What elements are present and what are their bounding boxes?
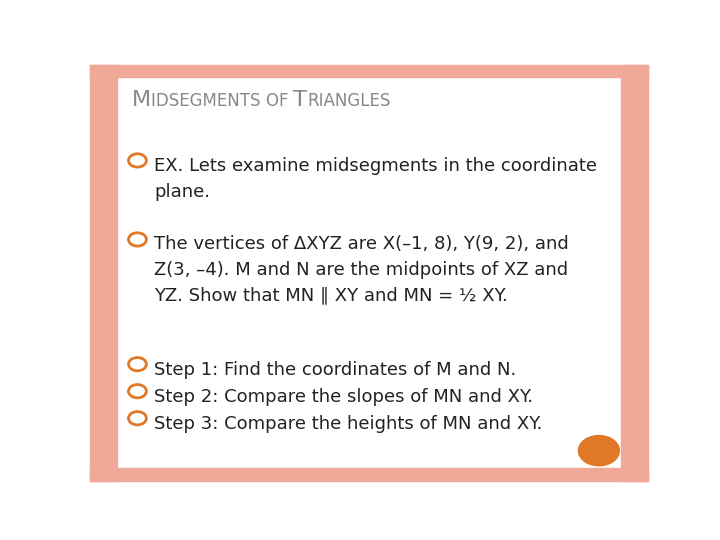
Text: Step 3: Compare the heights of MN and XY.: Step 3: Compare the heights of MN and XY… [154,415,543,433]
Circle shape [577,435,620,467]
Text: OF: OF [266,92,294,110]
Text: Step 2: Compare the slopes of MN and XY.: Step 2: Compare the slopes of MN and XY. [154,388,534,406]
Text: The vertices of ΔXYZ are X(–1, 8), Y(9, 2), and
Z(3, –4). M and N are the midpoi: The vertices of ΔXYZ are X(–1, 8), Y(9, … [154,235,569,305]
Text: M: M [132,90,151,110]
Text: RIANGLES: RIANGLES [307,92,391,110]
Bar [621,65,648,481]
Bar [90,65,117,481]
Text: Step 1: Find the coordinates of M and N.: Step 1: Find the coordinates of M and N. [154,361,516,379]
Bar [90,65,648,77]
Text: IDSEGMENTS: IDSEGMENTS [151,92,266,110]
Text: T: T [294,90,307,110]
Text: EX. Lets examine midsegments in the coordinate
plane.: EX. Lets examine midsegments in the coor… [154,157,597,201]
Bar [90,468,648,481]
